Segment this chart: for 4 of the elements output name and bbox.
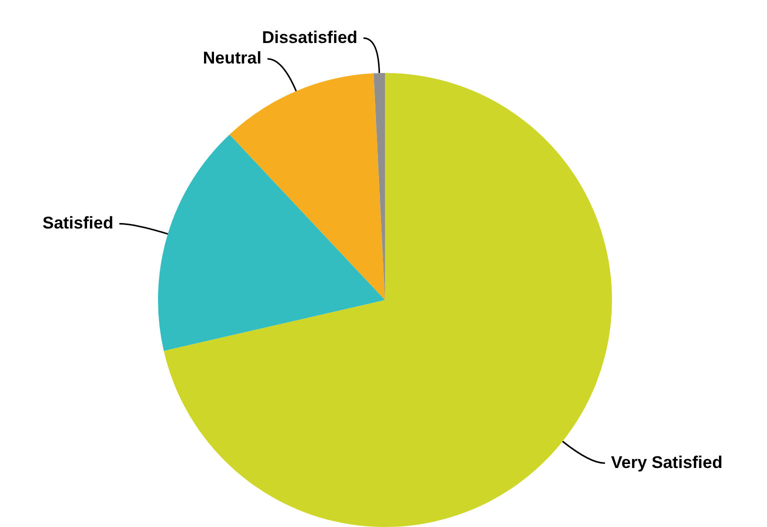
slice-label: Neutral [202,48,262,68]
slice-label: Satisfied [42,213,114,232]
slice-label: Dissatisfied [262,28,358,47]
slice-label: Very Satisfied [610,452,722,472]
